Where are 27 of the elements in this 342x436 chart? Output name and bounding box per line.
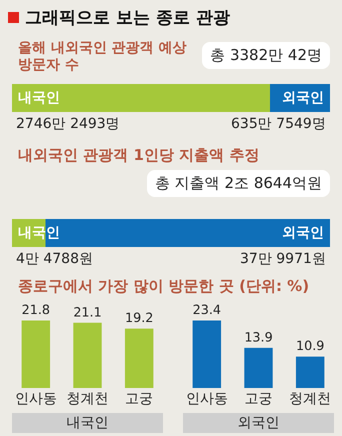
text: 총 3382만 42명 — [202, 42, 330, 69]
data-label: 13.9 — [244, 330, 273, 346]
x-tick-label: 청계천 — [66, 391, 108, 407]
data-label: 23.4 — [192, 303, 222, 318]
chart-subtitle: 올해 내외국인 관광객 예상 방문자 수 — [18, 40, 188, 74]
x-tick-label: 고궁 — [125, 391, 154, 407]
chart-title: 종로구에서 가장 많이 방문한 곳 (단위: %) — [18, 277, 310, 296]
text: 37만 9971원 — [240, 251, 326, 267]
x-axis-title: 외국인 — [183, 413, 334, 433]
text: 4만 4788원 — [16, 251, 93, 267]
x-tick-label: 고궁 — [244, 391, 272, 407]
text: 총 지출액 2조 8644억원 — [146, 170, 330, 197]
series-label: 외국인 — [282, 90, 324, 106]
series-label: 내국인 — [18, 90, 60, 106]
series-label: 외국인 — [282, 225, 324, 241]
x-tick-label: 인사동 — [14, 391, 57, 407]
chart-title: 그래픽으로 보는 종로 관광 — [25, 7, 230, 29]
x-axis-title: 내국인 — [12, 413, 163, 433]
data-label: 10.9 — [296, 339, 324, 354]
x-tick-label: 청계천 — [289, 391, 332, 407]
chart-title: 내외국인 관광객 1인당 지출액 추정 — [18, 146, 260, 165]
data-label: 21.1 — [73, 305, 102, 320]
x-tick-label: 인사동 — [186, 391, 228, 407]
text: 635만 7549명 — [231, 116, 326, 132]
text: 2746만 2493명 — [16, 116, 120, 132]
data-label: 21.8 — [22, 303, 50, 318]
data-label: 19.2 — [124, 311, 154, 326]
